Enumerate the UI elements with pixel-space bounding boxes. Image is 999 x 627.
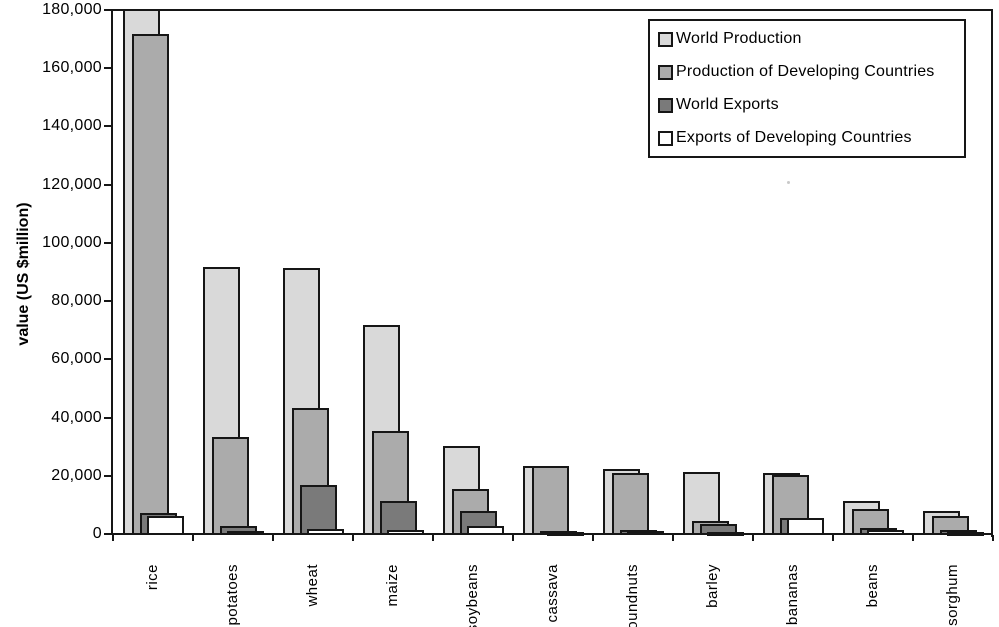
x-axis-tick [592, 535, 594, 541]
x-axis-line [111, 533, 993, 535]
x-axis-tick [912, 535, 914, 541]
x-axis-category-label: barley [704, 564, 721, 608]
y-axis-tick-label: 20,000 [51, 466, 102, 484]
x-axis-tick [112, 535, 114, 541]
legend-label: Exports of Developing Countries [676, 129, 912, 146]
y-axis-tick-label: 0 [92, 525, 102, 542]
y-axis-line [111, 9, 113, 535]
legend-item: Exports of Developing Countries [658, 129, 956, 147]
y-axis-tick [104, 300, 111, 303]
bar-groundnuts-series1 [612, 473, 649, 535]
legend-swatch-icon [658, 64, 673, 80]
x-axis-category-label: sorghum [944, 564, 961, 626]
y-axis-tick [104, 241, 111, 244]
y-axis-tick-label: 100,000 [42, 233, 102, 251]
x-axis-tick [272, 535, 274, 541]
y-axis-tick [104, 67, 111, 70]
legend-label: World Exports [676, 96, 779, 113]
y-axis-tick [104, 416, 111, 419]
x-axis-tick [192, 535, 194, 541]
x-axis-category-label: rice [144, 564, 161, 591]
legend-label: World Production [676, 30, 802, 47]
x-axis-tick [352, 535, 354, 541]
x-axis-tick [992, 535, 994, 541]
x-axis-category-label: potatoes [224, 564, 241, 626]
x-axis-category-label: wheat [304, 564, 321, 607]
x-axis-category-label: maize [384, 564, 401, 607]
plot-right-border [991, 9, 993, 537]
bar-maize-series2 [380, 500, 417, 535]
legend: World Production Production of Developing… [648, 19, 966, 158]
y-axis-tick [104, 9, 111, 11]
x-axis-category-label: bananas [784, 564, 801, 626]
bar-potatoes-series1 [212, 436, 249, 535]
y-axis-tick [104, 125, 111, 128]
scan-speck [787, 181, 790, 184]
plot-top-border [111, 9, 993, 11]
bar-cassava-series1 [532, 466, 569, 535]
y-axis-tick-label: 80,000 [51, 292, 102, 310]
y-axis-tick-label: 40,000 [51, 408, 102, 426]
y-axis-tick [104, 474, 111, 477]
y-axis-tick-label: 120,000 [42, 175, 102, 193]
bar-wheat-series2 [300, 484, 337, 535]
legend-item: World Exports [658, 96, 956, 114]
y-axis-tick-label: 180,000 [42, 1, 102, 18]
y-axis-tick-label: 60,000 [51, 350, 102, 368]
x-axis-tick [512, 535, 514, 541]
y-axis-tick [104, 358, 111, 361]
x-axis-category-label: soybeans [464, 564, 481, 627]
x-axis-tick [672, 535, 674, 541]
y-axis-tick [104, 533, 111, 535]
legend-swatch-icon [658, 97, 673, 113]
x-axis-tick [752, 535, 754, 541]
y-axis-tick [104, 183, 111, 186]
legend-item: Production of Developing Countries [658, 63, 956, 81]
legend-label: Production of Developing Countries [676, 63, 935, 80]
x-axis-tick [432, 535, 434, 541]
legend-swatch-icon [658, 31, 673, 47]
x-axis-category-label: cassava [544, 564, 561, 623]
y-axis-tick-label: 160,000 [42, 59, 102, 77]
x-axis-tick [832, 535, 834, 541]
bar-rice-series1 [132, 33, 169, 535]
legend-item: World Production [658, 30, 956, 48]
y-axis-title: value (US $million) [15, 202, 32, 346]
y-axis-tick-label: 140,000 [42, 117, 102, 135]
x-axis-category-label: groundnuts [624, 564, 641, 627]
x-axis-category-label: beans [864, 564, 881, 608]
legend-swatch-icon [658, 130, 673, 146]
